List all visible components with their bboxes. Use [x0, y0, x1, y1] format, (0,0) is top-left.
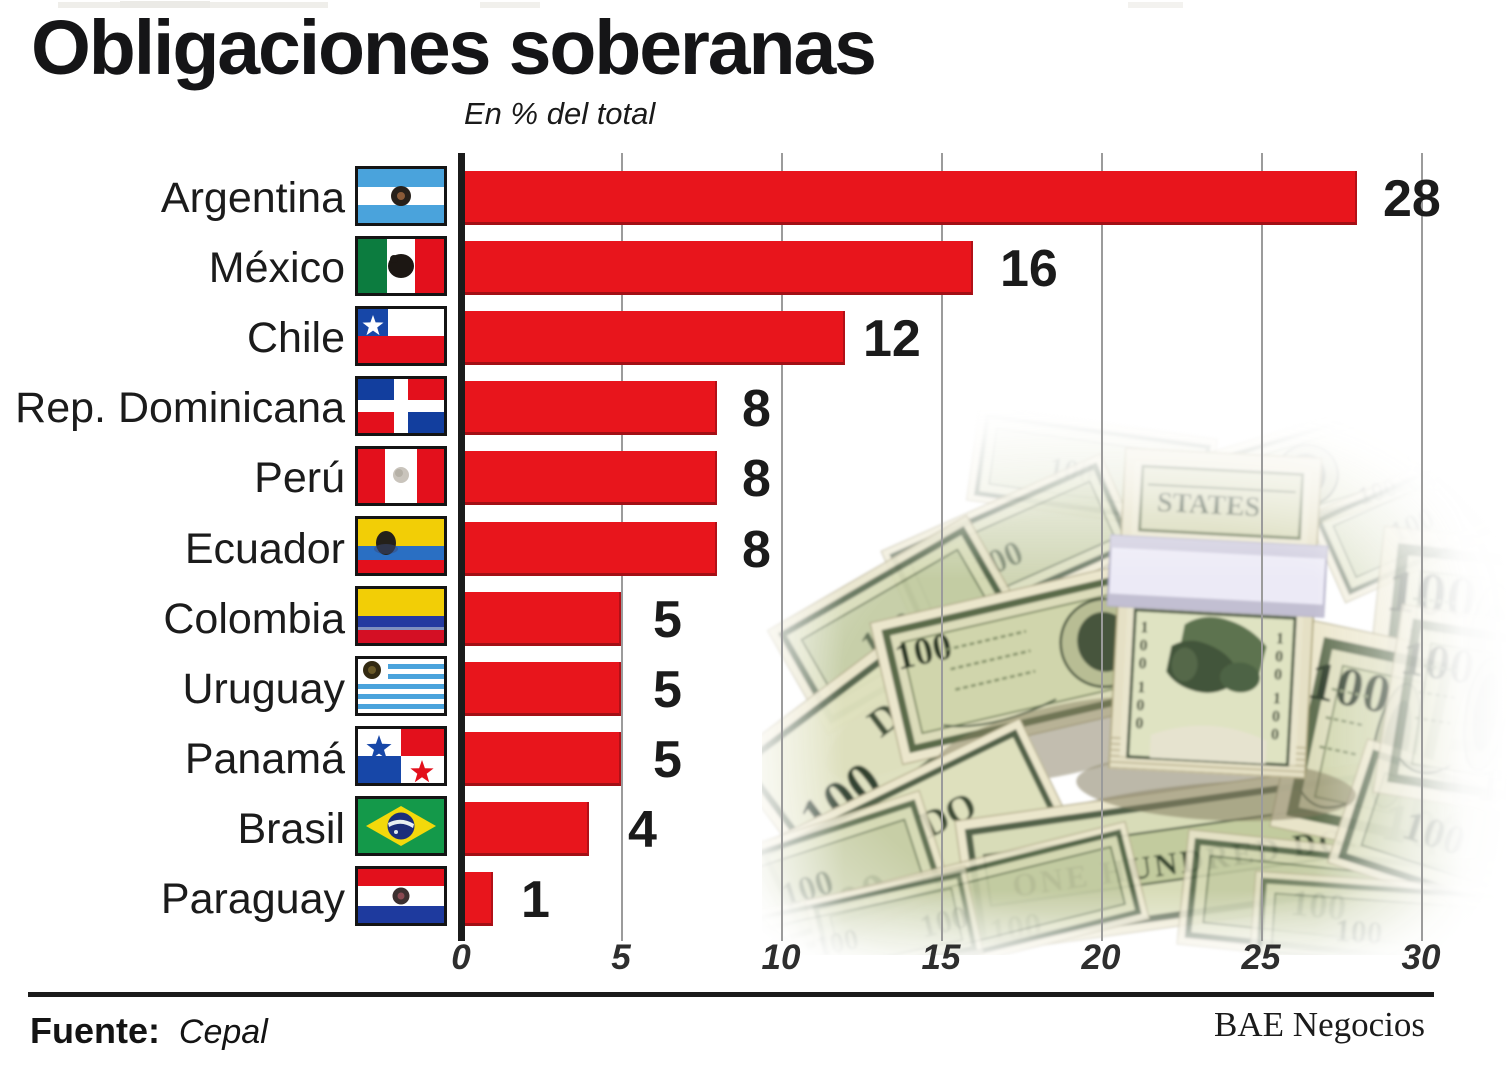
svg-text:0: 0: [1274, 666, 1283, 683]
svg-text:0: 0: [1272, 708, 1281, 725]
svg-text:STATES: STATES: [1156, 487, 1261, 523]
svg-text:1: 1: [1140, 619, 1149, 636]
svg-text:100: 100: [1397, 629, 1478, 695]
svg-text:1: 1: [1276, 630, 1285, 647]
svg-text:100: 100: [1334, 912, 1384, 951]
svg-text:0: 0: [1138, 655, 1147, 672]
svg-text:1: 1: [1137, 679, 1146, 696]
svg-text:0: 0: [1271, 726, 1280, 743]
svg-text:0: 0: [1139, 637, 1148, 654]
svg-text:1: 1: [1272, 690, 1281, 707]
svg-text:0: 0: [1135, 715, 1144, 732]
svg-text:0: 0: [1136, 697, 1145, 714]
svg-text:0: 0: [1275, 648, 1284, 665]
